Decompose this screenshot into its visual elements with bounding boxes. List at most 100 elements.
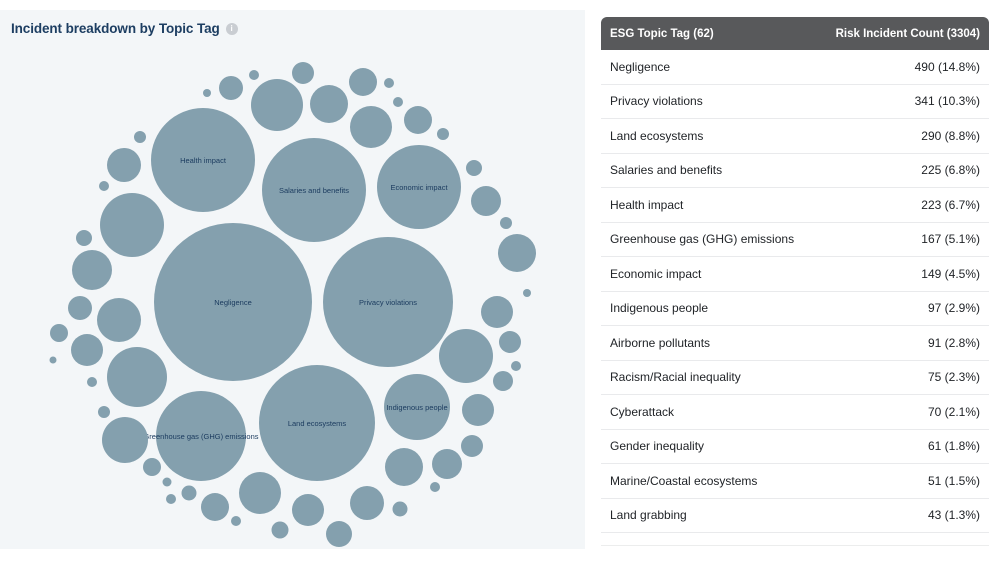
- bubble[interactable]: [493, 371, 513, 391]
- bubble[interactable]: [349, 68, 377, 96]
- topic-tag-cell: Privacy violations: [610, 94, 703, 109]
- topic-tag-cell: Airborne pollutants: [610, 335, 711, 350]
- bubble[interactable]: [72, 250, 112, 290]
- table-row-salaries-and-benefits[interactable]: Salaries and benefits 225 (6.8%): [601, 153, 989, 188]
- bubble[interactable]: [430, 482, 440, 492]
- bubble-label-greenhouse-gas-ghg-emissions: Greenhouse gas (GHG) emissions: [143, 432, 258, 441]
- bubble-negligence[interactable]: [154, 223, 312, 381]
- bubble-privacy-violations[interactable]: [323, 237, 453, 367]
- chart-title: Incident breakdown by Topic Tag: [11, 21, 220, 36]
- bubble[interactable]: [231, 516, 241, 526]
- table-row-cyberattack[interactable]: Cyberattack 70 (2.1%): [601, 395, 989, 430]
- bubble[interactable]: [326, 521, 352, 547]
- bubble[interactable]: [50, 324, 68, 342]
- bubble-land-ecosystems[interactable]: [259, 365, 375, 481]
- bubble[interactable]: [239, 472, 281, 514]
- bubble-label-negligence: Negligence: [214, 298, 252, 307]
- bubble-salaries-and-benefits[interactable]: [262, 138, 366, 242]
- bubble[interactable]: [500, 217, 512, 229]
- column-header-topic-tag: ESG Topic Tag (62): [610, 27, 714, 40]
- bubble[interactable]: [162, 477, 172, 487]
- bubble[interactable]: [310, 85, 348, 123]
- bubble[interactable]: [99, 181, 109, 191]
- incident-count-cell: 97 (2.9%): [927, 301, 980, 316]
- bubble[interactable]: [100, 193, 164, 257]
- bubble[interactable]: [350, 486, 384, 520]
- bubble[interactable]: [68, 296, 92, 320]
- bubble[interactable]: [98, 406, 110, 418]
- bubble[interactable]: [437, 128, 449, 140]
- table-body: Negligence 490 (14.8%) Privacy violations 3…: [601, 50, 989, 533]
- info-icon[interactable]: i: [225, 22, 238, 35]
- table-row-privacy-violations[interactable]: Privacy violations 341 (10.3%): [601, 84, 989, 119]
- bubble[interactable]: [76, 230, 92, 246]
- bubble[interactable]: [461, 435, 483, 457]
- bubble[interactable]: [219, 76, 243, 100]
- incident-count-cell: 167 (5.1%): [921, 232, 980, 247]
- table-row-gender-inequality[interactable]: Gender inequality 61 (1.8%): [601, 429, 989, 464]
- bubble[interactable]: [498, 234, 536, 272]
- bubble[interactable]: [462, 394, 494, 426]
- bubble[interactable]: [466, 160, 482, 176]
- column-header-incident-count: Risk Incident Count (3304): [835, 27, 980, 40]
- topic-tag-cell: Health impact: [610, 197, 684, 212]
- incident-count-cell: 51 (1.5%): [927, 473, 980, 488]
- incident-count-cell: 290 (8.8%): [921, 128, 980, 143]
- bubble[interactable]: [471, 186, 501, 216]
- bubble[interactable]: [166, 494, 176, 504]
- bubble[interactable]: [499, 331, 521, 353]
- bubble[interactable]: [511, 361, 521, 371]
- incident-count-cell: 43 (1.3%): [927, 508, 980, 523]
- bubble[interactable]: [181, 485, 197, 501]
- bubble[interactable]: [249, 70, 259, 80]
- bubble[interactable]: [392, 501, 408, 517]
- table-row-land-grabbing[interactable]: Land grabbing 43 (1.3%): [601, 498, 989, 533]
- table-header-row: ESG Topic Tag (62) Risk Incident Count (…: [601, 17, 989, 50]
- bubble[interactable]: [107, 148, 141, 182]
- topic-tag-cell: Salaries and benefits: [610, 163, 723, 178]
- incident-count-cell: 75 (2.3%): [927, 370, 980, 385]
- bubble[interactable]: [292, 62, 314, 84]
- bubble[interactable]: [385, 448, 423, 486]
- bubble[interactable]: [97, 298, 141, 342]
- topic-tag-cell: Greenhouse gas (GHG) emissions: [610, 232, 795, 247]
- table-row-airborne-pollutants[interactable]: Airborne pollutants 91 (2.8%): [601, 326, 989, 361]
- bubble[interactable]: [134, 131, 146, 143]
- bubble[interactable]: [523, 289, 531, 297]
- bubble[interactable]: [87, 377, 97, 387]
- table-row-indigenous-people[interactable]: Indigenous people 97 (2.9%): [601, 291, 989, 326]
- table-row-negligence[interactable]: Negligence 490 (14.8%): [601, 50, 989, 85]
- bubble[interactable]: [404, 106, 432, 134]
- incident-count-cell: 149 (4.5%): [921, 266, 980, 281]
- bubble[interactable]: [251, 79, 303, 131]
- bubble[interactable]: [107, 347, 167, 407]
- table-row-racism-racial-inequality[interactable]: Racism/Racial inequality 75 (2.3%): [601, 360, 989, 395]
- bubble-greenhouse-gas-ghg-emissions[interactable]: [156, 391, 246, 481]
- incident-count-cell: 91 (2.8%): [927, 335, 980, 350]
- bubble[interactable]: [201, 493, 229, 521]
- topic-tag-cell: Land ecosystems: [610, 128, 704, 143]
- bubble[interactable]: [102, 417, 148, 463]
- table-row-health-impact[interactable]: Health impact 223 (6.7%): [601, 188, 989, 223]
- bubble[interactable]: [292, 494, 324, 526]
- bubble[interactable]: [350, 106, 392, 148]
- table-row-land-ecosystems[interactable]: Land ecosystems 290 (8.8%): [601, 119, 989, 154]
- bubble[interactable]: [143, 458, 161, 476]
- bubble[interactable]: [481, 296, 513, 328]
- bubble-economic-impact[interactable]: [377, 145, 461, 229]
- bubble[interactable]: [203, 89, 211, 97]
- table-row-economic-impact[interactable]: Economic impact 149 (4.5%): [601, 257, 989, 292]
- bubble-label-land-ecosystems: Land ecosystems: [288, 419, 347, 428]
- bubble[interactable]: [71, 334, 103, 366]
- bubble-chart[interactable]: Negligence Privacy violations Land ecosyst…: [0, 10, 585, 549]
- table-row-marine-coastal-ecosystems[interactable]: Marine/Coastal ecosystems 51 (1.5%): [601, 464, 989, 499]
- bubble[interactable]: [432, 449, 462, 479]
- table-row-greenhouse-gas-ghg-emissions[interactable]: Greenhouse gas (GHG) emissions 167 (5.1%): [601, 222, 989, 257]
- bubble[interactable]: [393, 97, 403, 107]
- bubble-indigenous-people[interactable]: [384, 374, 450, 440]
- bubble[interactable]: [49, 356, 57, 364]
- bubble-health-impact[interactable]: [151, 108, 255, 212]
- bubble[interactable]: [271, 521, 289, 539]
- bubble[interactable]: [439, 329, 493, 383]
- bubble[interactable]: [384, 78, 394, 88]
